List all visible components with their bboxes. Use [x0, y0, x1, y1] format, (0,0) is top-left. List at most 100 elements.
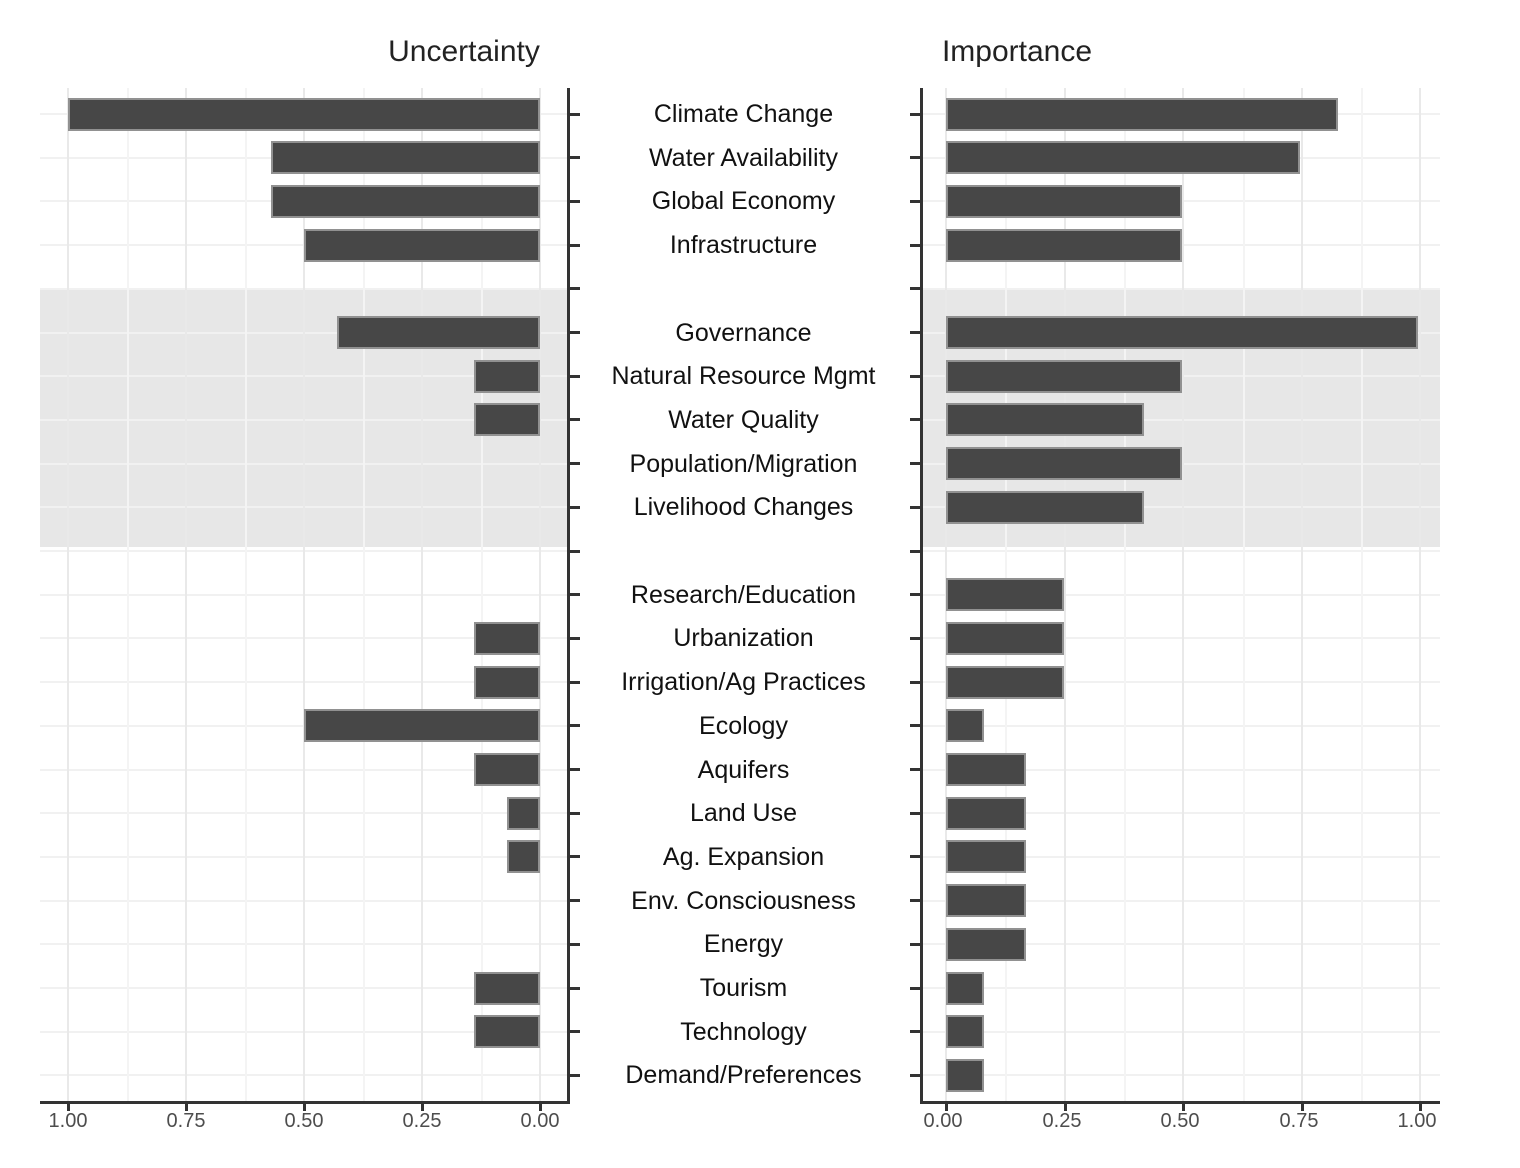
- bar-urbanization: [473, 621, 540, 655]
- y-tick-mark: [910, 549, 920, 553]
- x-tick-mark: [420, 1101, 424, 1111]
- y-tick-mark: [570, 593, 580, 597]
- y-tick-mark: [910, 942, 920, 946]
- major-gridline: [421, 88, 423, 1101]
- category-label: Water Quality: [668, 405, 819, 434]
- x-tick-label: 0.75: [1279, 1110, 1319, 1132]
- bar-livelihood-changes: [946, 490, 1145, 524]
- y-tick-mark: [910, 505, 920, 509]
- bar-tourism: [473, 971, 540, 1005]
- x-tick-mark: [66, 1101, 70, 1111]
- category-label: Governance: [675, 318, 812, 347]
- y-tick-mark: [570, 505, 580, 509]
- row-gridline: [923, 1030, 1440, 1033]
- category-label: Land Use: [689, 799, 798, 828]
- bar-research-education: [946, 578, 1064, 612]
- x-tick-mark: [302, 1101, 306, 1111]
- y-tick-mark: [570, 199, 580, 203]
- x-tick-label: 0.50: [1160, 1110, 1200, 1132]
- uncertainty-panel: [40, 88, 580, 1111]
- row-gridline: [923, 593, 1440, 596]
- y-tick-mark: [910, 374, 920, 378]
- major-gridline: [67, 88, 69, 1101]
- bar-climate-change: [946, 97, 1338, 131]
- bar-governance: [946, 316, 1418, 349]
- y-tick-mark: [910, 724, 920, 728]
- category-label: Irrigation/Ag Practices: [621, 668, 866, 697]
- category-label: Technology: [680, 1017, 807, 1046]
- x-tick-mark: [1063, 1101, 1067, 1111]
- category-label: Energy: [703, 930, 784, 959]
- major-gridline: [1182, 88, 1184, 1101]
- y-tick-mark: [910, 331, 920, 334]
- bar-urbanization: [946, 621, 1064, 655]
- y-tick-mark: [570, 942, 580, 946]
- bar-water-quality: [946, 403, 1145, 437]
- y-tick-mark: [910, 855, 920, 859]
- x-tick-label: 0.75: [166, 1110, 206, 1132]
- y-tick-mark: [570, 287, 580, 291]
- bar-natural-resource-mgmt: [946, 359, 1182, 393]
- minor-gridline: [1243, 88, 1245, 1101]
- bar-aquifers: [946, 753, 1027, 786]
- y-tick-mark: [910, 899, 920, 903]
- major-gridline: [1064, 88, 1066, 1101]
- y-tick-mark: [570, 768, 580, 771]
- y-tick-mark: [910, 287, 920, 291]
- x-tick-mark: [538, 1101, 542, 1111]
- row-gridline: [923, 855, 1440, 858]
- x-tick-label: 0.50: [284, 1110, 324, 1132]
- row-gridline: [923, 768, 1440, 771]
- y-tick-mark: [910, 243, 920, 247]
- bar-infrastructure: [946, 228, 1182, 262]
- y-tick-mark: [570, 986, 580, 990]
- y-tick-mark: [570, 899, 580, 903]
- minor-gridline: [481, 88, 483, 1101]
- y-tick-mark: [570, 855, 580, 859]
- row-gridline: [923, 812, 1440, 815]
- y-tick-mark: [910, 680, 920, 684]
- category-label: Demand/Preferences: [625, 1061, 862, 1090]
- y-tick-mark: [570, 811, 580, 815]
- bar-ecology: [304, 709, 540, 743]
- category-label: Infrastructure: [669, 231, 818, 260]
- y-tick-mark: [910, 768, 920, 771]
- y-tick-mark: [570, 331, 580, 334]
- y-tick-mark: [910, 1030, 920, 1034]
- category-label: Population/Migration: [629, 449, 858, 478]
- category-label: Climate Change: [653, 100, 834, 128]
- y-tick-mark: [910, 112, 920, 116]
- bar-energy: [946, 927, 1027, 961]
- bar-ag-expansion: [946, 840, 1027, 874]
- row-gridline: [923, 637, 1440, 640]
- y-tick-mark: [570, 418, 580, 422]
- y-tick-mark: [570, 636, 580, 640]
- row-gridline: [923, 987, 1440, 989]
- x-tick-mark: [1181, 1101, 1185, 1111]
- bar-demand-preferences: [946, 1058, 984, 1092]
- category-label: Ag. Expansion: [662, 842, 825, 871]
- major-gridline: [303, 88, 305, 1101]
- y-tick-mark: [570, 724, 580, 728]
- y-tick-mark: [910, 811, 920, 815]
- y-tick-mark: [910, 462, 920, 466]
- bar-technology: [473, 1015, 540, 1049]
- category-label: Global Economy: [651, 187, 836, 216]
- major-gridline: [185, 88, 187, 1101]
- y-tick-mark: [910, 418, 920, 422]
- minor-gridline: [245, 88, 247, 1101]
- x-tick-mark: [1300, 1101, 1304, 1111]
- y-tick-mark: [910, 986, 920, 990]
- category-label: Tourism: [699, 974, 788, 1002]
- bar-global-economy: [270, 184, 540, 218]
- importance-panel: [910, 88, 1440, 1111]
- row-gridline: [923, 1074, 1440, 1077]
- x-tick-mark: [184, 1101, 188, 1111]
- bar-irrigation-ag-practices: [473, 665, 540, 699]
- y-tick-mark: [910, 593, 920, 597]
- category-label: Ecology: [699, 711, 788, 740]
- category-label: Water Availability: [649, 143, 838, 172]
- x-tick-label: 0.00: [923, 1110, 963, 1132]
- bar-water-availability: [270, 141, 540, 175]
